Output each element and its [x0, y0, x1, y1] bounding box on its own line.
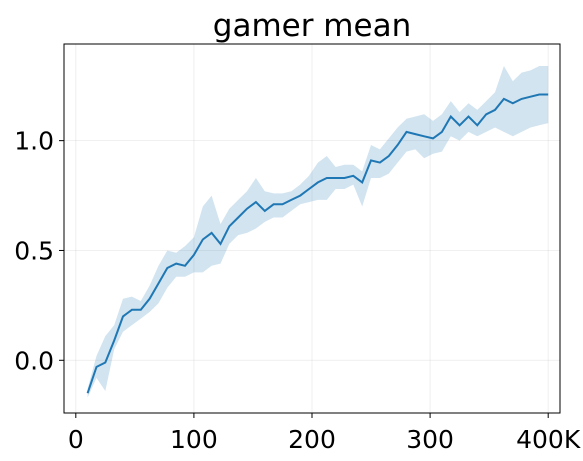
x-tick-label: 400K [516, 425, 581, 454]
y-axis: 0.0 0.5 1.0 [14, 127, 64, 375]
chart-title: gamer mean [213, 8, 411, 44]
x-tick-label: 100 [170, 425, 218, 454]
y-tick-label: 0.5 [14, 236, 54, 265]
y-tick-label: 0.0 [14, 346, 54, 375]
grid [64, 44, 560, 413]
x-tick-label: 0 [68, 425, 84, 454]
x-axis: 0 100 200 300 400K [68, 413, 581, 454]
x-tick-label: 300 [406, 425, 454, 454]
confidence-band [87, 66, 549, 398]
series-line [86, 93, 549, 394]
x-tick-label: 200 [288, 425, 336, 454]
y-tick-label: 1.0 [14, 127, 54, 156]
